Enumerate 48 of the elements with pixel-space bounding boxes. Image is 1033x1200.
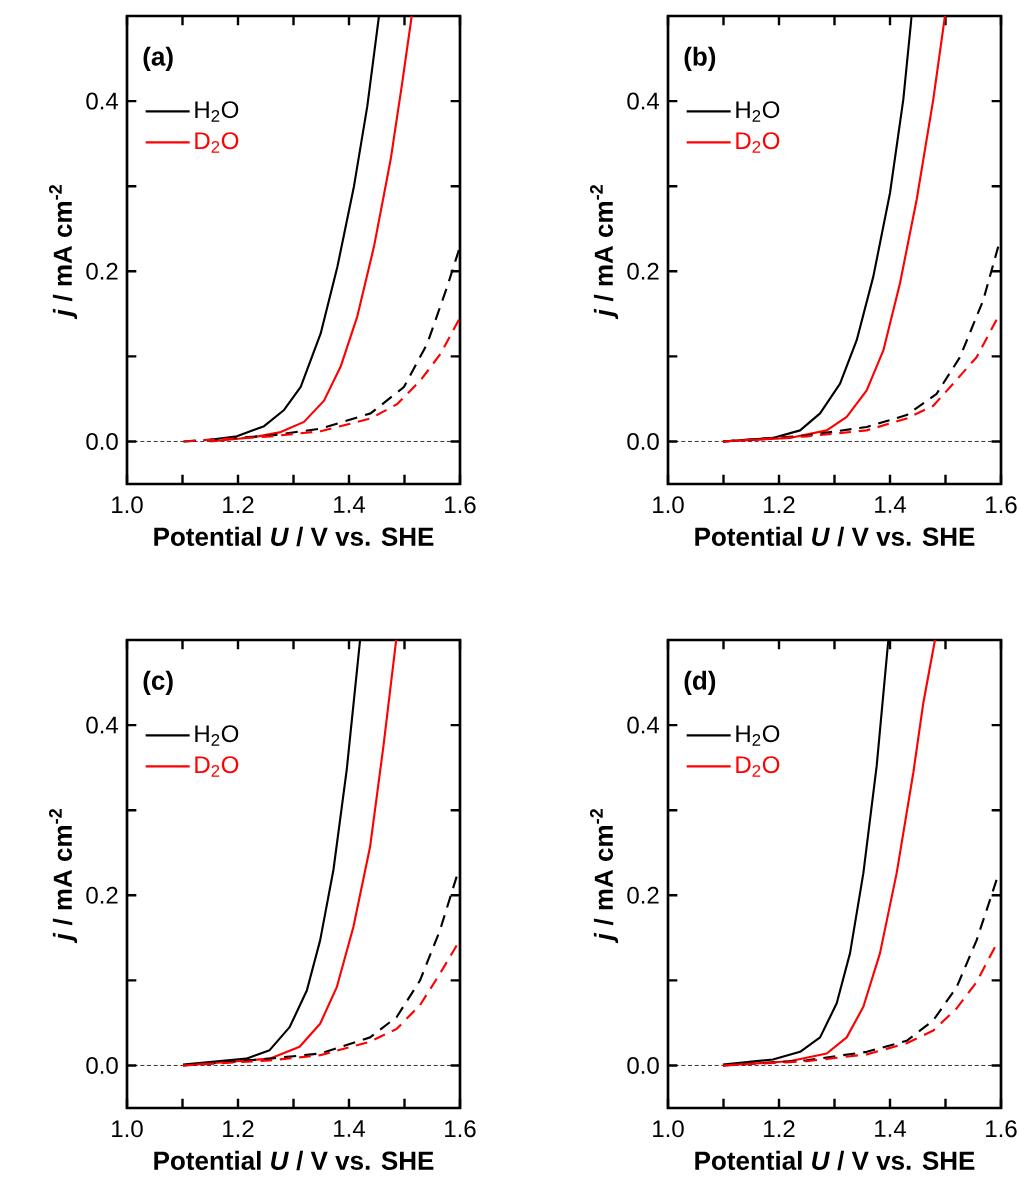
x-tick-label: 1.4 xyxy=(875,496,906,513)
y-tick-label: 0.4 xyxy=(86,716,119,734)
y-tick-label: 0.4 xyxy=(627,92,660,110)
y-axis-title: j / mA cm$^{-2}$ xyxy=(589,808,619,944)
y-axis-title: j / mA cm$^{-2}$ xyxy=(48,808,78,944)
y-tick-label: 0.2 xyxy=(627,886,659,904)
legend-label: H$_{2}$O xyxy=(195,101,239,122)
x-tick-label: 1.2 xyxy=(764,496,795,514)
x-axis-title: Potential U / V vs. SHE xyxy=(154,1150,434,1171)
y-tick-label: 0.4 xyxy=(86,92,119,110)
y-tick-label: 0.0 xyxy=(86,1056,118,1074)
x-tick-label: 1.6 xyxy=(445,1120,476,1138)
legend-label: D$_{2}$O xyxy=(736,132,780,153)
y-axis-title: j / mA cm$^{-2}$ xyxy=(589,184,619,320)
y-axis-title: j / mA cm$^{-2}$ xyxy=(48,184,78,320)
y-tick-label: 0.0 xyxy=(627,432,659,450)
y-tick-label: 0.2 xyxy=(86,886,118,904)
x-tick-label: 1.0 xyxy=(112,1120,143,1138)
y-tick-label: 0.2 xyxy=(86,262,118,280)
legend-label: H$_{2}$O xyxy=(195,725,239,746)
legend-label: D$_{2}$O xyxy=(195,756,239,777)
x-axis-title: Potential U / V vs. SHE xyxy=(154,526,434,547)
y-tick-label: 0.2 xyxy=(627,262,659,280)
y-tick-label: 0.0 xyxy=(86,432,118,450)
text: (d) xyxy=(684,670,716,695)
y-tick-label: 0.4 xyxy=(627,716,660,734)
x-tick-label: 1.6 xyxy=(445,496,476,514)
x-tick-label: 1.6 xyxy=(986,1120,1017,1138)
x-tick-label: 1.4 xyxy=(875,1120,906,1137)
y-tick-label: 0.0 xyxy=(627,1056,659,1074)
legend-label: D$_{2}$O xyxy=(736,756,780,777)
legend-label: H$_{2}$O xyxy=(736,101,780,122)
x-tick-label: 1.0 xyxy=(653,496,684,514)
x-axis-title: Potential U / V vs. SHE xyxy=(695,1150,975,1171)
text: (a) xyxy=(143,46,173,71)
x-axis-title: Potential U / V vs. SHE xyxy=(695,526,975,547)
x-tick-label: 1.2 xyxy=(764,1120,795,1138)
x-tick-label: 1.2 xyxy=(223,496,254,514)
legend-label: H$_{2}$O xyxy=(736,725,780,746)
text: (c) xyxy=(143,670,173,695)
x-tick-label: 1.0 xyxy=(112,496,143,514)
x-tick-label: 1.6 xyxy=(986,496,1017,514)
x-tick-label: 1.0 xyxy=(653,1120,684,1138)
x-tick-label: 1.2 xyxy=(223,1120,254,1138)
x-tick-label: 1.4 xyxy=(334,1120,365,1137)
legend-label: D$_{2}$O xyxy=(195,132,239,153)
x-tick-label: 1.4 xyxy=(334,496,365,513)
text: (b) xyxy=(684,46,716,71)
